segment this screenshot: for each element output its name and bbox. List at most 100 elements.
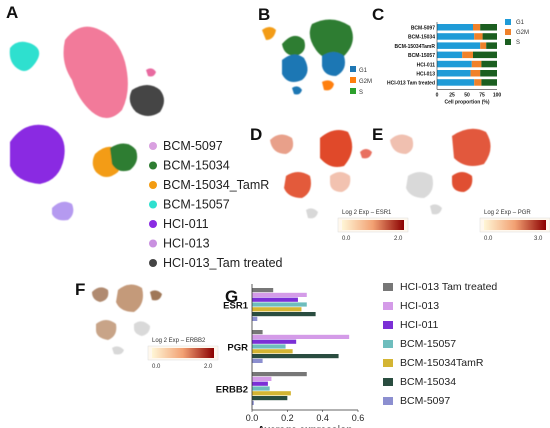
chart-c-bar-bcm-15034-g1 [437,33,475,40]
chart-g-bar-esr1-bcm-15057 [252,302,307,307]
legend-a-swatch-bcm-15057 [149,200,157,209]
b-cluster-2 [282,35,305,56]
chart-c-bar-bcm-5097-g2m [473,24,481,31]
d-cluster-2 [320,130,353,167]
b-cluster-4 [282,54,308,82]
legend-b-swatch-g1 [350,66,356,72]
legend-panel-b: G1 G2M S [350,66,372,96]
cluster-bcm-15034-green [110,143,138,172]
chart-c-category-hci-011: HCI-011 [417,62,436,68]
f-cluster-1 [92,287,109,302]
legend-a-label-hci-013: HCI-013 [163,237,210,251]
chart-c-bar-bcm-15057-g2m [462,51,473,59]
panel-label-f: F [75,280,85,299]
chart-g-bar-esr1-hci-013 [252,292,307,297]
legend-a-label-bcm-15057: BCM-15057 [163,198,230,212]
chart-g-bar-erbb2-hci-013 [252,376,272,381]
chart-g-bar-esr1-hci-013-tam-treated [252,288,274,293]
chart-g-bar-pgr-bcm-5097 [252,358,263,363]
chart-g-legend-swatch-bcm-15034tamr [383,359,393,367]
chart-g-category-pgr: PGR [227,343,248,354]
chart-c-legend-swatch-g2m [505,29,511,35]
chart-c-xtick-25: 25 [449,92,455,98]
legend-a-swatch-bcm-5097 [149,142,157,150]
chart-c-category-hci-013-tam-treated: HCI-013 Tam treated [387,81,435,87]
chart-g-bar-erbb2-hci-013-tam-treated [252,372,307,377]
chart-g-bar-esr1-bcm-15034tamr [252,307,302,312]
chart-g-xtick-0-2: 0.2 [281,413,294,423]
umap-panel-b [262,19,353,95]
f-cluster-6 [112,346,124,355]
chart-c-legend-label-g2m: G2M [516,30,529,36]
e-cluster-1 [390,134,414,154]
chart-c-bar-bcm-5097-s [480,24,497,31]
chart-c-category-bcm-15034: BCM-15034 [408,35,435,41]
chart-c-bar-hci-011-s [481,60,497,68]
legend-a-swatch-bcm-15034 [149,161,157,170]
chart-c-bar-bcm-15034tamr-s [486,42,497,49]
cluster-small-pink [146,68,156,77]
chart-g-legend-swatch-hci-011 [383,321,393,329]
colorbar-e-title: Log 2 Exp – PGR [484,210,531,216]
colorbar-e-gradient [484,220,546,230]
chart-c-bar-hci-011-g2m [471,60,482,68]
chart-c-legend-swatch-g1 [505,19,511,25]
legend-a-label-bcm-15034-tamr: BCM-15034_TamR [163,178,269,192]
b-cluster-1 [262,27,276,40]
d-cluster-1 [270,134,294,154]
legend-b-label-g2m: G2M [359,79,372,85]
b-cluster-6 [292,86,302,95]
chart-c-bar-bcm-15034-g2m [474,33,483,40]
chart-g-legend-swatch-hci-013-tam-treated [383,283,393,291]
e-cluster-2 [452,128,491,166]
chart-g-legend-label-hci-013-tam-treated: HCI-013 Tam treated [400,281,497,293]
legend-a-swatch-hci-011 [149,220,157,228]
colorbar-f: Log 2 Exp – ERBB2 0.0 2.0 [147,338,219,370]
legend-a-label-hci-013-tam-treated: HCI-013_Tam treated [163,256,283,270]
chart-g-category-esr1: ESR1 [223,301,249,312]
f-cluster-2 [116,284,143,312]
d-cluster-5 [306,208,318,219]
cluster-bcm-5097-top [63,26,128,119]
d-cluster-4 [330,172,351,192]
chart-g-bar-pgr-bcm-15034tamr [252,349,293,354]
chart-g-legend-label-hci-013: HCI-013 [400,300,439,312]
chart-g-bar-erbb2-bcm-5097 [252,400,254,405]
chart-g-legend-label-bcm-15034tamr: BCM-15034TamR [400,357,484,369]
chart-c-category-bcm-15057: BCM-15057 [408,53,435,59]
panel-label-a: A [6,3,18,22]
chart-g-legend-label-bcm-15057: BCM-15057 [400,338,456,350]
chart-c-legend-label-g1: G1 [516,20,525,26]
legend-a-swatch-hci-013 [149,239,157,248]
colorbar-e-min: 0.0 [484,236,493,242]
chart-c-bar-bcm-15057-s [473,51,497,59]
chart-g-legend-label-bcm-5097: BCM-5097 [400,395,450,407]
legend-b-label-g1: G1 [359,68,368,74]
colorbar-e: Log 2 Exp – PGR 0.0 3.0 [479,210,550,242]
colorbar-d-min: 0.0 [342,236,351,242]
b-cluster-3 [309,19,353,59]
chart-c-bar-hci-013-tam-treated-g1 [437,79,475,86]
chart-g-bar-pgr-bcm-15057 [252,344,286,349]
colorbar-f-title: Log 2 Exp – ERBB2 [152,338,206,344]
colorbar-d-gradient [342,220,404,230]
colorbar-f-max: 2.0 [204,364,213,370]
chart-panel-c: BCM-5097 BCM-15034 BCM-15034TamR BCM-15057 H… [387,19,529,105]
legend-a-label-bcm-15034: BCM-15034 [163,159,230,173]
chart-g-xtick-0-6: 0.6 [352,413,365,423]
chart-c-xlabel: Cell proportion (%) [445,99,490,105]
panel-label-b: B [258,5,270,24]
chart-c-xtick-0: 0 [436,92,439,98]
chart-g-legend-swatch-bcm-5097 [383,397,393,405]
chart-g-legend-swatch-bcm-15057 [383,340,393,348]
cluster-hci-011 [10,124,65,184]
chart-g-bar-pgr-hci-013-tam-treated [252,330,263,335]
chart-c-bar-bcm-5097-g1 [437,24,473,31]
chart-c-category-bcm-15034tamr: BCM-15034TamR [395,44,436,50]
chart-g-category-erbb2: ERBB2 [216,385,248,396]
chart-panel-g: ESR1 PGR ERBB2 0.0 0.2 0.4 0.6 Average expressi… [216,284,364,428]
legend-a-swatch-hci-013-tam-treated [149,259,157,267]
chart-g-bar-pgr-bcm-15034 [252,354,339,359]
legend-a-label-hci-011: HCI-011 [163,217,209,231]
